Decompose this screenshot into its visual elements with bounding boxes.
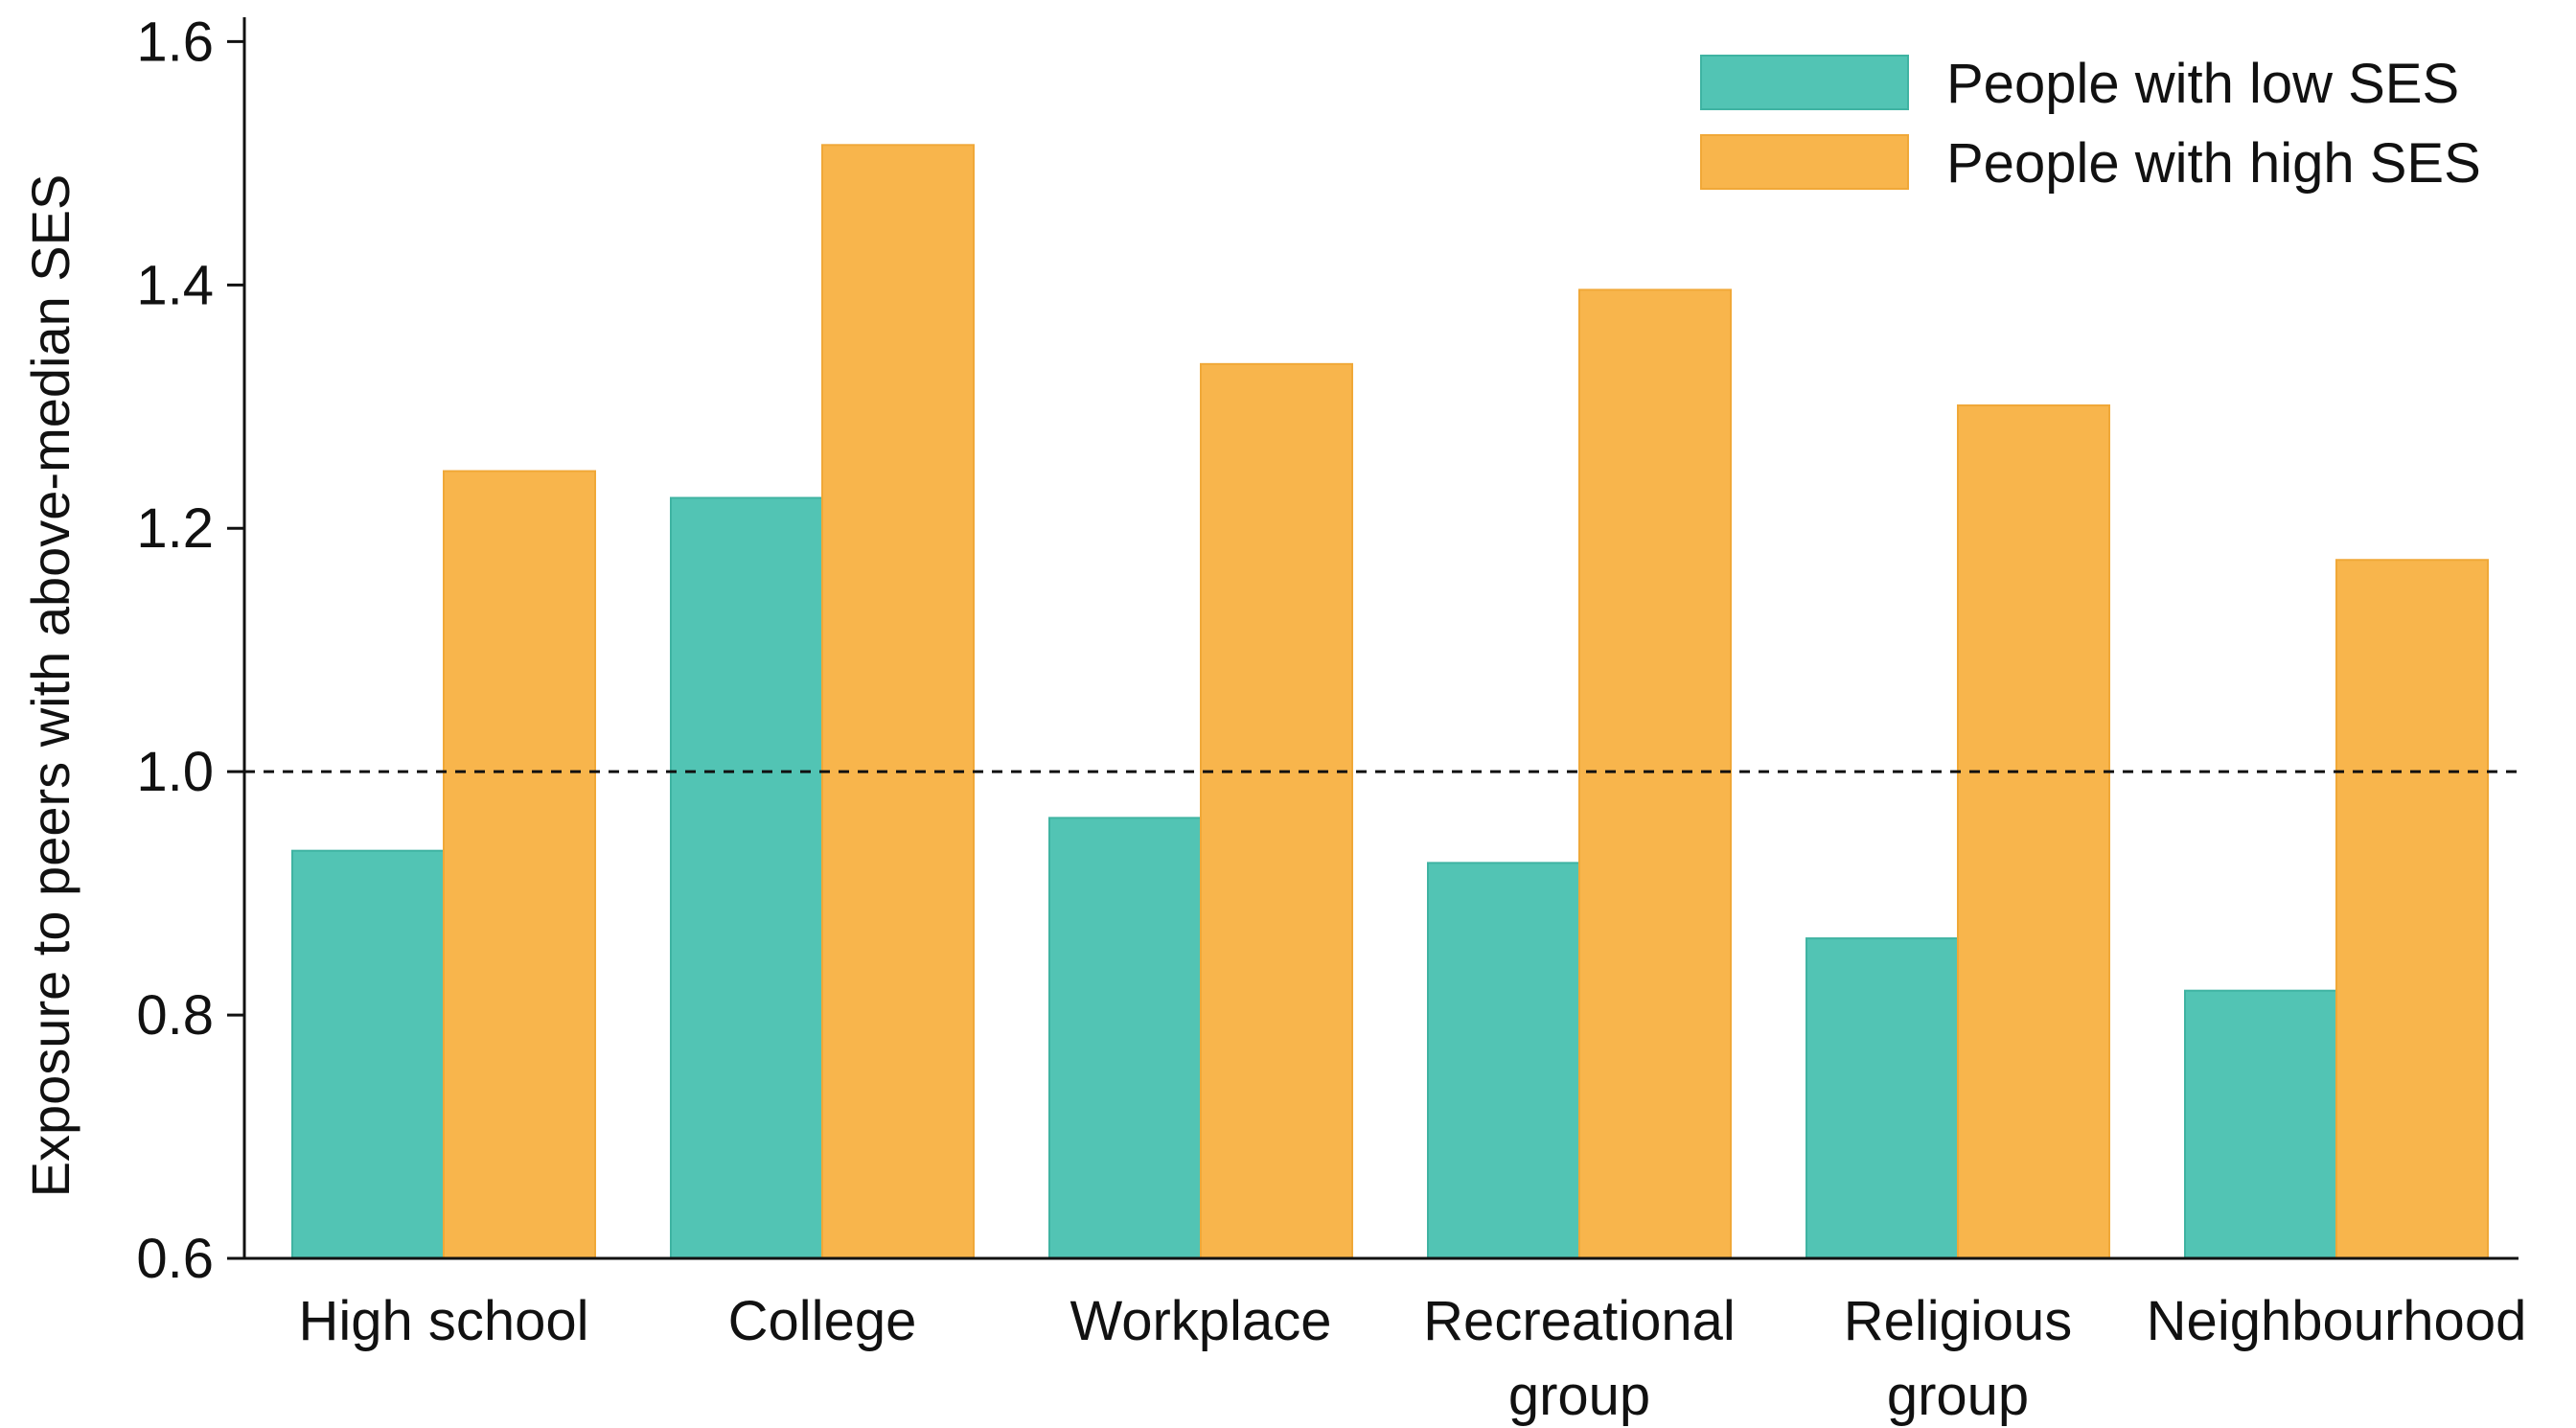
x-tick-label: High school [298, 1290, 588, 1352]
bar-low-ses-3 [1427, 862, 1580, 1259]
y-tick-label: 0.8 [136, 984, 214, 1047]
bar-high-ses-5 [2335, 559, 2489, 1259]
bar-low-ses-2 [1048, 817, 1202, 1260]
y-tick-label: 0.6 [136, 1228, 214, 1290]
legend: People with low SES People with high SES [1700, 53, 2481, 195]
y-axis-label: Exposure to peers with above-median SES [20, 174, 80, 1198]
legend-swatch-high-ses [1700, 134, 1909, 190]
y-tick-label: 1.4 [136, 254, 214, 316]
y-tick-label: 1.0 [136, 741, 214, 803]
x-tick-label: Workplace [1070, 1290, 1332, 1352]
y-tick-label: 1.6 [136, 11, 214, 73]
x-tick-label: Religious group [1844, 1290, 2073, 1427]
x-tick-label: Neighbourhood [2147, 1290, 2527, 1352]
bar-low-ses-5 [2184, 989, 2337, 1259]
bar-high-ses-2 [1200, 362, 1353, 1259]
legend-swatch-low-ses [1700, 55, 1909, 110]
bars-layer [291, 144, 2489, 1260]
legend-label-high-ses: People with high SES [1946, 132, 2481, 195]
bar-high-ses-3 [1578, 288, 1732, 1259]
axes-layer: High school College Workplace Recreational g… [20, 11, 2526, 1427]
bar-low-ses-4 [1806, 937, 1959, 1259]
x-tick-label: College [728, 1290, 917, 1352]
bar-high-ses-1 [821, 144, 975, 1259]
legend-label-low-ses: People with low SES [1946, 53, 2459, 115]
bar-low-ses-0 [291, 849, 445, 1260]
x-tick-label: Recreational group [1423, 1290, 1736, 1427]
bar-high-ses-4 [1957, 404, 2110, 1260]
bar-high-ses-0 [443, 470, 596, 1259]
bar-low-ses-1 [670, 496, 823, 1259]
y-tick-label: 1.2 [136, 497, 214, 560]
